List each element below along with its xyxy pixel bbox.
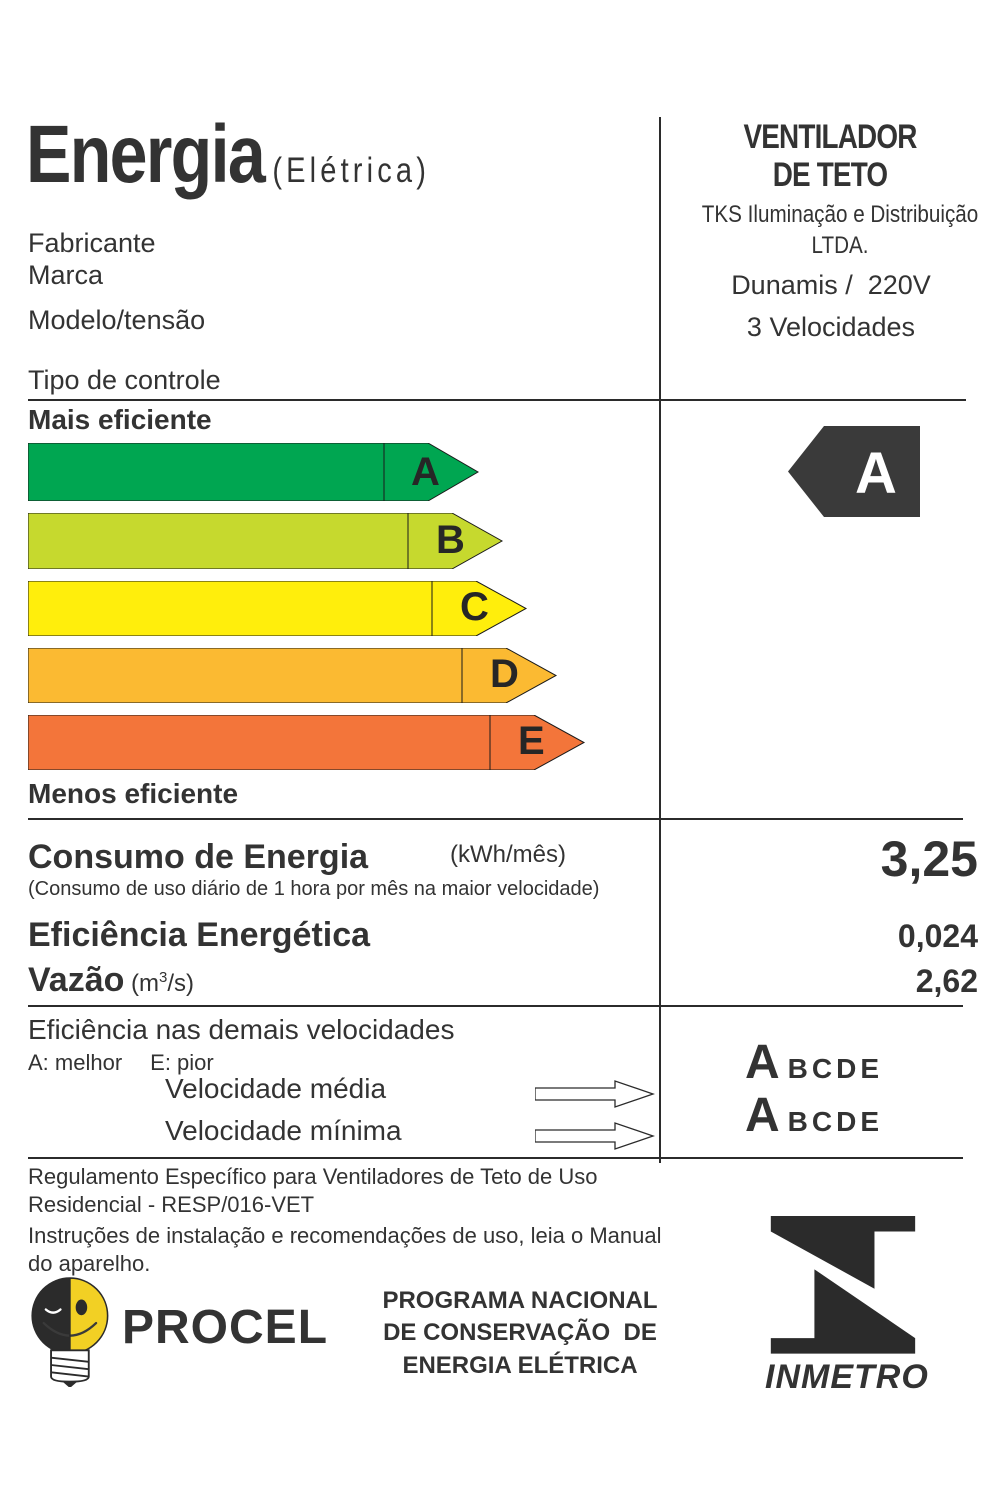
svg-text:A: A [411, 450, 440, 494]
svg-text:E: E [518, 719, 545, 763]
svg-text:A: A [855, 441, 897, 506]
svg-text:B: B [436, 518, 465, 562]
svg-text:D: D [490, 652, 519, 696]
svg-text:C: C [460, 585, 489, 629]
